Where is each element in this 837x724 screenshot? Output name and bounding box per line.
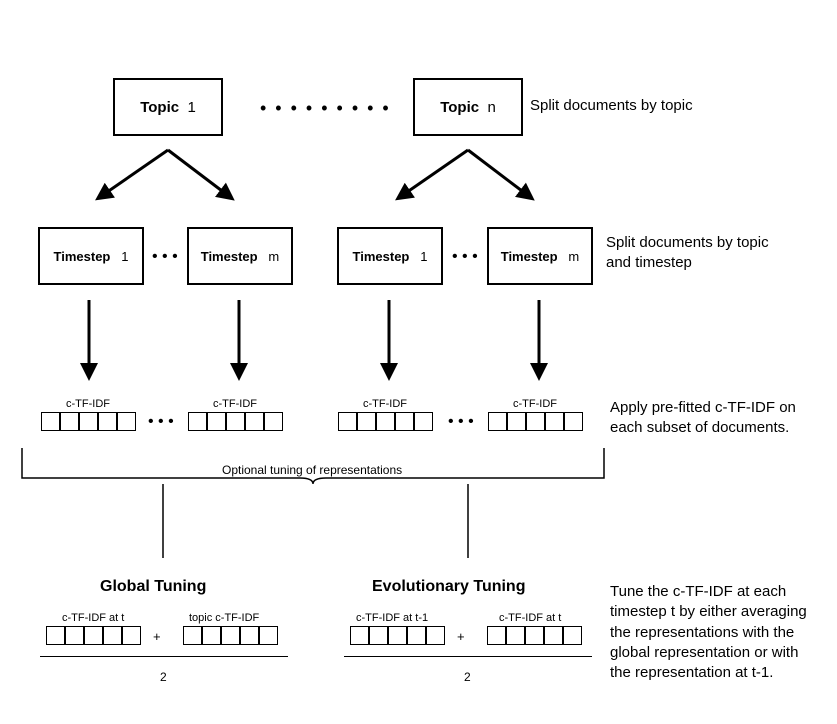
ctfidf-dots-2: • • • bbox=[448, 413, 474, 431]
ctfidf-label-2: c-TF-IDF bbox=[213, 398, 257, 410]
timestep-1m-box: Timestep m bbox=[187, 227, 293, 285]
ctfidf-vec-3 bbox=[338, 412, 433, 431]
evo-vec2-label: c-TF-IDF at t bbox=[499, 612, 561, 624]
ctfidf-label-1: c-TF-IDF bbox=[66, 398, 110, 410]
timestep-dots-2: • • • bbox=[452, 248, 478, 266]
global-hr bbox=[40, 656, 288, 657]
ctfidf-vec-2 bbox=[188, 412, 283, 431]
global-vec1 bbox=[46, 626, 141, 645]
ctfidf-label-3: c-TF-IDF bbox=[363, 398, 407, 410]
ctfidf-dots-1: • • • bbox=[148, 413, 174, 431]
evo-tuning-title: Evolutionary Tuning bbox=[372, 578, 525, 596]
evo-vec1-label: c-TF-IDF at t-1 bbox=[356, 612, 428, 624]
evo-vec1 bbox=[350, 626, 445, 645]
ctfidf-vec-1 bbox=[41, 412, 136, 431]
ctfidf-caption: Apply pre-fitted c-TF-IDF on each subset… bbox=[610, 398, 796, 439]
evo-vec2 bbox=[487, 626, 582, 645]
bracket-label: Optional tuning of representations bbox=[222, 463, 402, 477]
ctfidf-label-4: c-TF-IDF bbox=[513, 398, 557, 410]
timestep-2m-box: Timestep m bbox=[487, 227, 593, 285]
evo-plus: + bbox=[457, 629, 465, 644]
global-plus: + bbox=[153, 629, 161, 644]
timestep-1a-box: Timestep 1 bbox=[38, 227, 144, 285]
ctfidf-vec-4 bbox=[488, 412, 583, 431]
evo-hr bbox=[344, 656, 592, 657]
global-tuning-title: Global Tuning bbox=[100, 578, 206, 596]
tuning-caption: Tune the c-TF-IDF at each timestep t by … bbox=[610, 582, 807, 683]
timestep-2a-box: Timestep 1 bbox=[337, 227, 443, 285]
global-divisor: 2 bbox=[160, 670, 167, 684]
timestep-dots-1: • • • bbox=[152, 248, 178, 266]
timestep-caption: Split documents by topic and timestep bbox=[606, 233, 769, 274]
global-vec2 bbox=[183, 626, 278, 645]
global-vec1-label: c-TF-IDF at t bbox=[62, 612, 124, 624]
global-vec2-label: topic c-TF-IDF bbox=[189, 612, 259, 624]
evo-divisor: 2 bbox=[464, 670, 471, 684]
